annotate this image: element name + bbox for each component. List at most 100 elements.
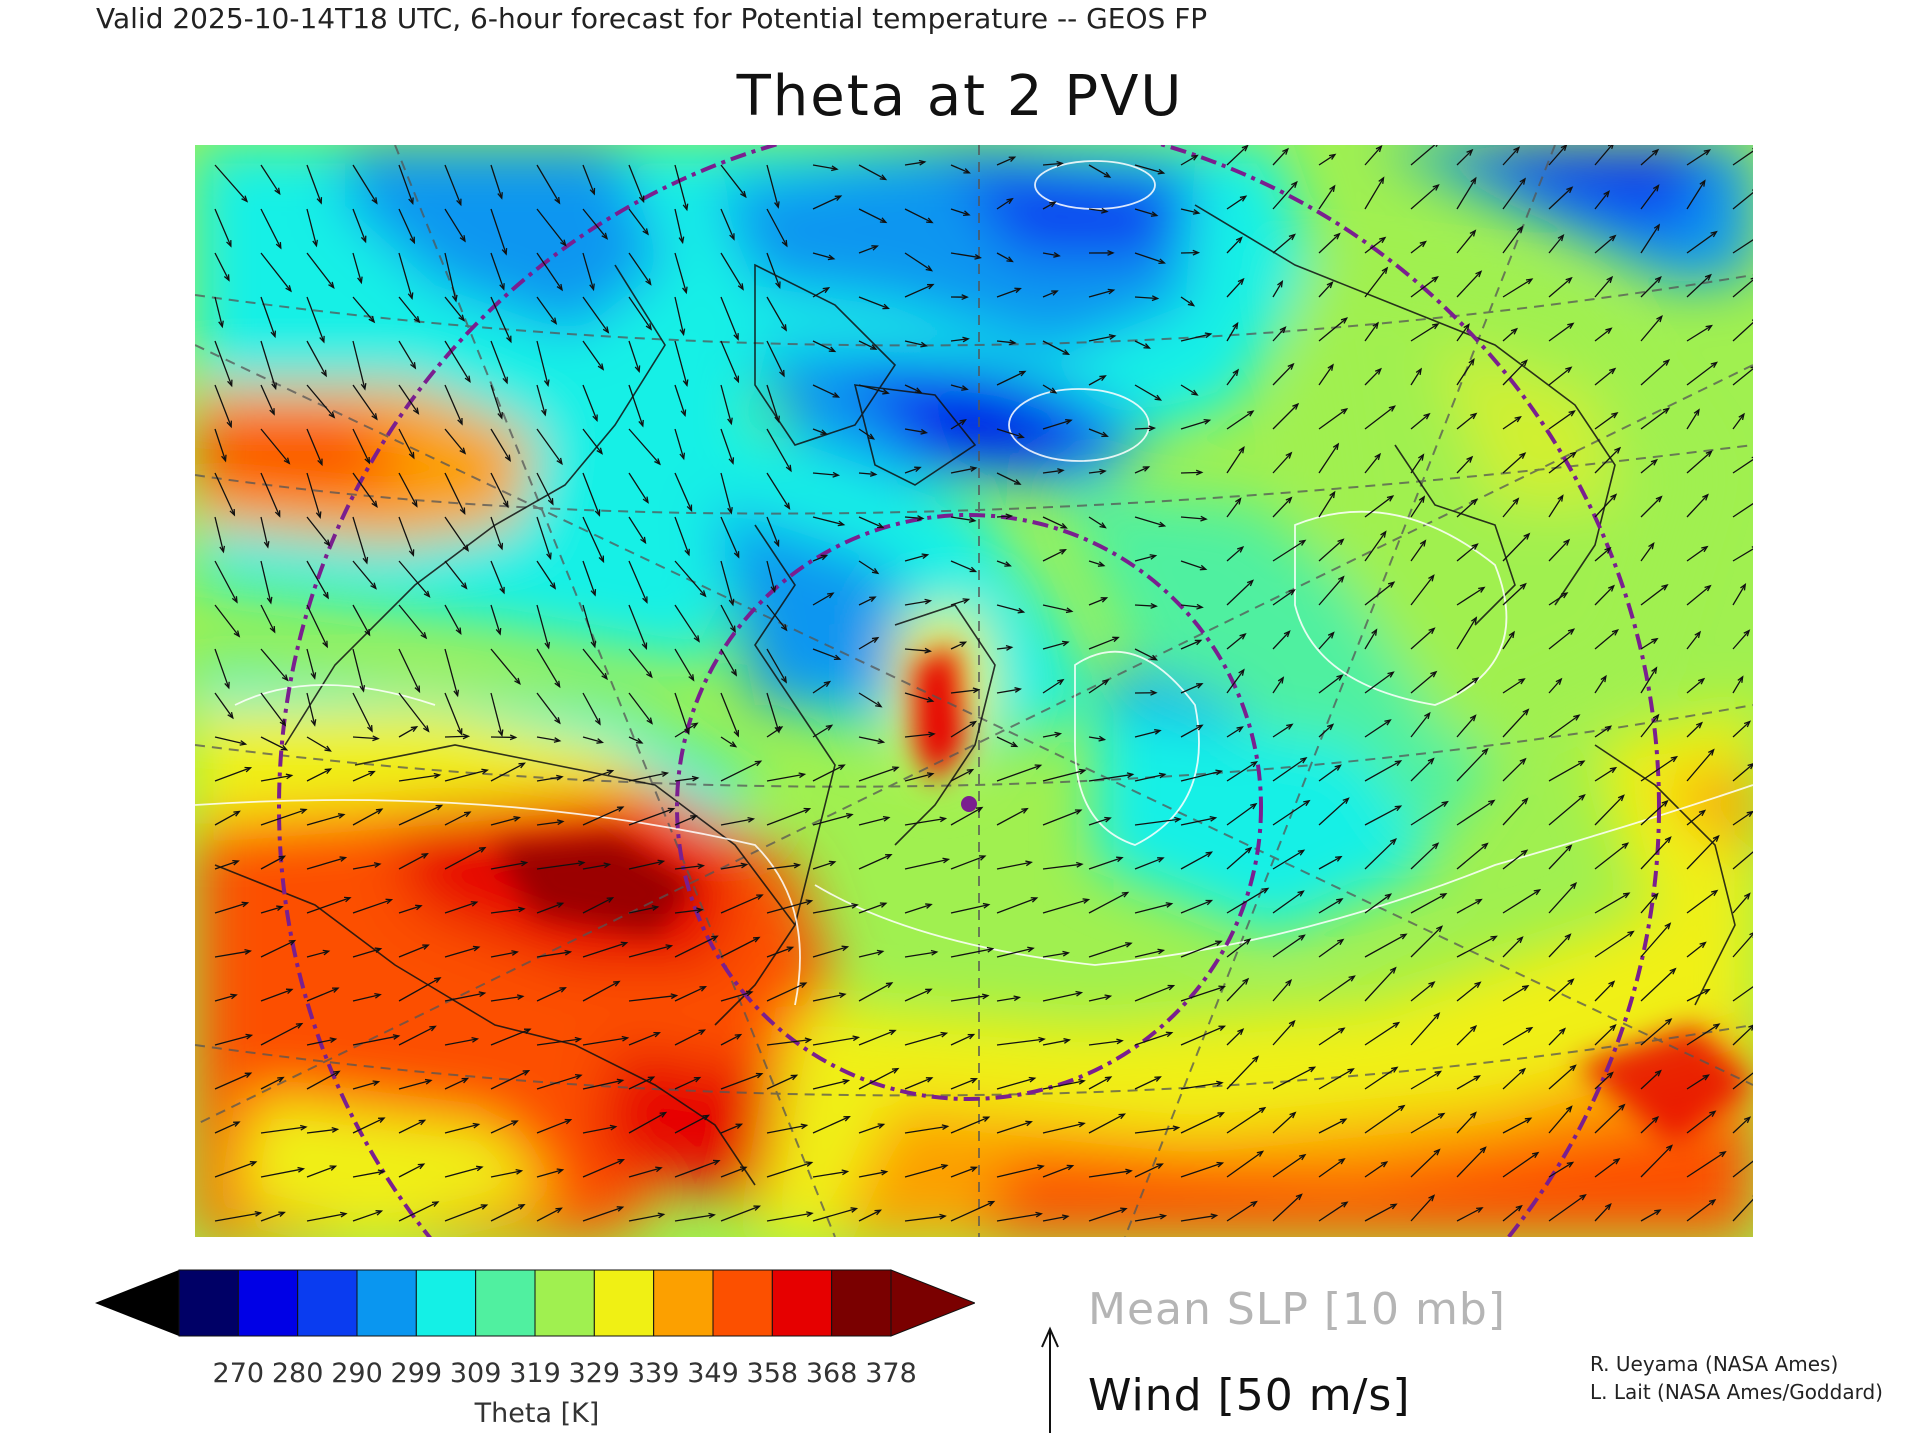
wind-vector-head [1125,1168,1133,1175]
wind-vector [214,1072,251,1090]
wind-vector [628,906,658,914]
wind-vector-head [1565,1105,1573,1113]
wind-vector [352,1081,379,1090]
wind-vector [1548,451,1577,474]
wind-vector [352,1117,385,1134]
wind-vector-head [285,773,294,780]
wind-vector [214,472,235,516]
wind-vector-head [455,627,462,636]
wind-vector-head [1116,856,1124,863]
wind-vector [1318,491,1336,518]
wind-vector [444,516,469,551]
wind-vector [1410,758,1434,782]
wind-vector [1456,617,1477,650]
wind-vector-head [602,326,610,334]
wind-vector-head [1014,479,1022,485]
wind-vector [1226,938,1251,958]
wind-vector [582,428,603,454]
wind-vector-head [1282,147,1289,155]
wind-vector-head [966,768,975,775]
colorbar-under-triangle [95,1270,179,1336]
wind-vector-head [1433,1012,1441,1020]
wind-vector-head [372,1080,381,1087]
wind-vector [1318,797,1349,826]
wind-vector-head [798,772,807,779]
wind-vector-head [1261,887,1270,894]
wind-vector-head [774,201,780,209]
wind-vector-head [1466,455,1474,463]
wind-vector [1686,546,1708,562]
wind-vector-head [1191,389,1199,396]
wind-vector [260,736,287,751]
wind-vector [1686,835,1720,870]
wind-vector-head [978,855,987,861]
wind-vector-head [775,726,784,733]
wind-vector-head [1005,644,1014,651]
wind-vector-head [754,760,763,767]
wind-vector-head [1327,631,1335,639]
wind-vector [214,164,248,202]
wind-vector [1134,252,1165,264]
wind-vector-head [799,982,808,988]
wind-vector [628,808,674,826]
wind-vector [306,813,345,826]
wind-vector [720,428,734,464]
wind-vector-head [1608,980,1616,988]
wind-vector-head [1241,145,1249,152]
wind-vector-head [523,1028,532,1034]
wind-vector-head [1112,636,1120,643]
wind-vector [1318,1118,1347,1134]
wind-vector-head [1148,425,1157,432]
wind-vector [536,648,561,688]
wind-vector-head [963,210,971,217]
wind-vector-head [310,672,317,680]
wind-vector [490,472,509,508]
wind-vector [996,370,1026,386]
wind-vector-head [300,808,308,815]
wind-vector-head [737,283,744,291]
wind-vector-head [322,591,329,600]
wind-vector [490,560,505,594]
wind-vector [582,897,613,914]
wind-vector-head [1158,772,1167,779]
wind-vector-head [1432,842,1440,850]
wind-vector-head [834,195,843,202]
wind-vector [1226,726,1243,738]
wind-vector-head [1533,889,1542,896]
wind-vector [490,995,523,1002]
wind-vector [812,554,827,562]
wind-vector [1364,1161,1388,1178]
wind-vector [858,950,883,958]
wind-vector [1364,368,1382,386]
wind-vector [812,648,841,660]
wind-vector-head [596,738,604,744]
wind-vector [1732,584,1746,606]
wind-vector [398,804,442,826]
wind-vector [996,1213,1042,1222]
wind-vector [536,776,563,782]
wind-vector [398,604,427,639]
wind-vector [996,646,1012,650]
wind-vector [1042,733,1061,738]
wind-vector [306,340,327,377]
coastlines [214,204,1736,1186]
wind-vector [628,772,668,782]
wind-vector [582,472,601,516]
wind-vector [904,817,946,826]
wind-vector-head [1008,156,1017,162]
wind-vector-head [274,510,281,518]
wind-vector [1410,1012,1440,1046]
wind-vector-head [1577,760,1586,767]
wind-vector [674,208,684,243]
wind-vector [628,945,672,958]
wind-vector [1686,585,1711,606]
wind-vector [1272,757,1307,782]
wind-vector-head [885,853,893,860]
wind-vector-head [828,346,837,353]
wind-vector [628,860,664,870]
wind-vector [444,1123,479,1134]
wind-vector [1502,798,1528,826]
wind-vector-head [1569,451,1577,458]
wind-vector-head [889,1029,897,1036]
wind-vector-head [1239,195,1248,202]
